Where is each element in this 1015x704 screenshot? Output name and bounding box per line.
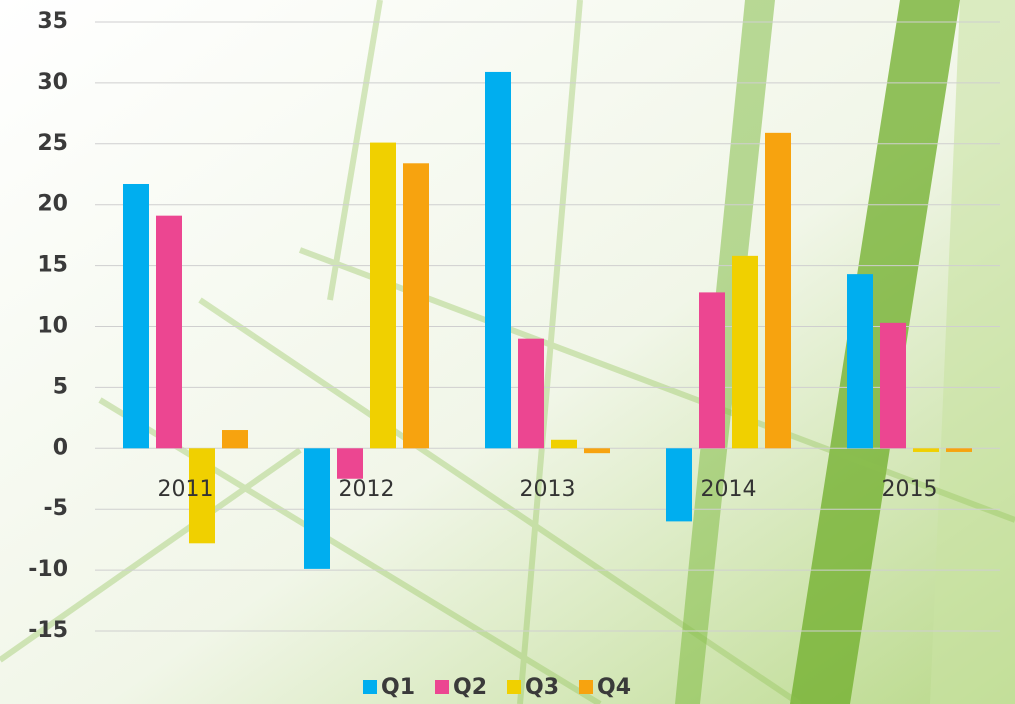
y-tick-label: -15 — [28, 618, 68, 643]
bar — [880, 323, 906, 448]
bar — [156, 216, 182, 449]
y-tick-label: -10 — [28, 557, 68, 582]
x-tick-label: 2011 — [158, 477, 214, 502]
bar — [518, 339, 544, 449]
y-tick-label: 35 — [37, 9, 68, 34]
bar — [304, 448, 330, 569]
x-tick-label: 2014 — [701, 477, 757, 502]
bar — [485, 72, 511, 448]
y-tick-label: 15 — [37, 253, 68, 278]
legend-swatch — [507, 680, 521, 694]
legend-label: Q2 — [453, 675, 487, 700]
chart: -15 -10 -5 0 5 10 15 20 25 30 35 2011 2012 2013 2014 20… — [0, 0, 1015, 704]
bar — [222, 430, 248, 448]
x-tick-label: 2012 — [339, 477, 395, 502]
legend-swatch — [579, 680, 593, 694]
bar — [765, 133, 791, 448]
bar — [337, 448, 363, 478]
y-tick-label: 30 — [37, 70, 68, 95]
bar — [699, 292, 725, 448]
legend-label: Q3 — [525, 675, 559, 700]
bar — [847, 274, 873, 448]
legend-swatch — [435, 680, 449, 694]
y-tick-label: 10 — [37, 314, 68, 339]
bar — [123, 184, 149, 448]
bar — [913, 448, 939, 452]
x-tick-label: 2013 — [520, 477, 576, 502]
bar — [551, 440, 577, 449]
y-tick-label: 0 — [53, 435, 68, 460]
y-tick-label: 20 — [37, 192, 68, 217]
bar — [732, 256, 758, 448]
bar — [584, 448, 610, 453]
bar — [403, 163, 429, 448]
y-tick-label: -5 — [44, 496, 68, 521]
y-tick-label: 25 — [37, 131, 68, 156]
legend-label: Q1 — [381, 675, 415, 700]
legend-label: Q4 — [597, 675, 631, 700]
x-tick-label: 2015 — [882, 477, 938, 502]
bar — [370, 143, 396, 449]
bar — [946, 448, 972, 452]
bar — [666, 448, 692, 521]
y-tick-label: 5 — [53, 374, 68, 399]
legend-swatch — [363, 680, 377, 694]
